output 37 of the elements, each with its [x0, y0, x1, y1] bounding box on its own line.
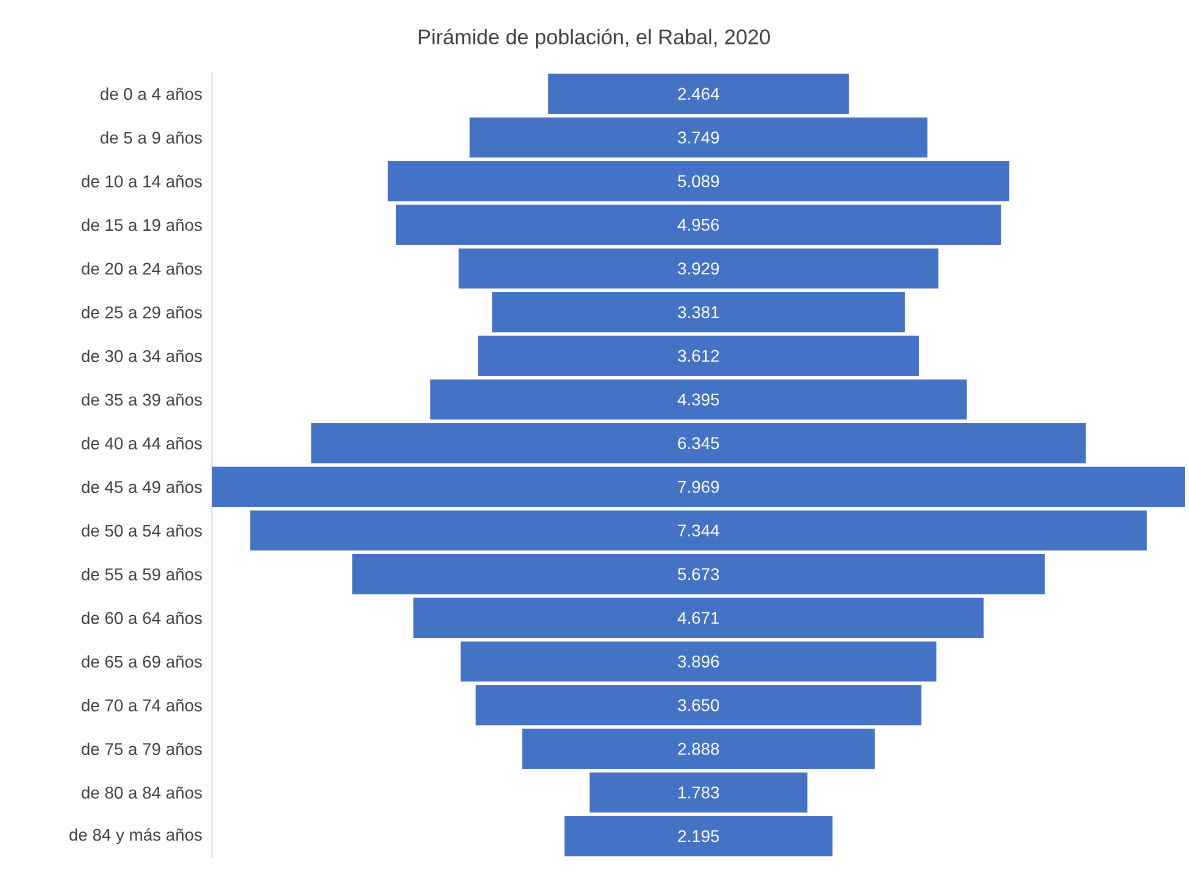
data-label: 3.929 — [677, 262, 719, 275]
category-label: de 20 a 24 años — [81, 262, 202, 275]
text: Pirámide de población, el Rabal, 2020 — [418, 28, 770, 49]
data-label: 2.888 — [678, 742, 719, 755]
category-label: de 45 a 49 años — [81, 480, 202, 494]
category-label: de 25 a 29 años — [81, 305, 202, 319]
data-label: 4.395 — [677, 393, 719, 406]
category-label: de 30 a 34 años — [81, 349, 202, 363]
category-label: de 80 a 84 años — [81, 786, 202, 799]
category-label: de 35 a 39 años — [81, 393, 202, 406]
data-label: 2.464 — [678, 87, 720, 100]
data-label: 4.671 — [677, 611, 719, 624]
category-label: de 65 a 69 años — [81, 655, 202, 668]
data-label: 4.956 — [677, 218, 719, 231]
category-label: de 60 a 64 años — [81, 611, 202, 625]
data-label: 1.783 — [678, 786, 719, 799]
category-label: de 0 a 4 años — [100, 87, 202, 101]
data-label: 3.749 — [677, 131, 719, 144]
data-label: 7.344 — [678, 524, 720, 537]
data-label: 5.089 — [677, 175, 719, 188]
data-label: 2.195 — [678, 830, 719, 843]
category-label: de 84 y más años — [69, 828, 202, 845]
data-label: 3.650 — [677, 699, 720, 712]
data-label: 3.896 — [677, 655, 719, 668]
data-label: 3.612 — [677, 349, 719, 362]
category-label: de 55 a 59 años — [81, 567, 202, 581]
category-label: de 75 a 79 años — [81, 742, 202, 756]
category-label: de 50 a 54 años — [81, 524, 202, 537]
category-label: de 70 a 74 años — [81, 698, 202, 712]
data-label: 6.345 — [678, 437, 719, 450]
category-label: de 5 a 9 años — [100, 131, 202, 144]
data-label: 7.969 — [678, 480, 719, 493]
data-label: 5.673 — [677, 568, 719, 581]
category-label: de 15 a 19 años — [81, 218, 202, 232]
data-label: 3.381 — [677, 306, 719, 319]
category-label: de 10 a 14 años — [81, 174, 202, 188]
category-label: de 40 a 44 años — [81, 436, 202, 450]
